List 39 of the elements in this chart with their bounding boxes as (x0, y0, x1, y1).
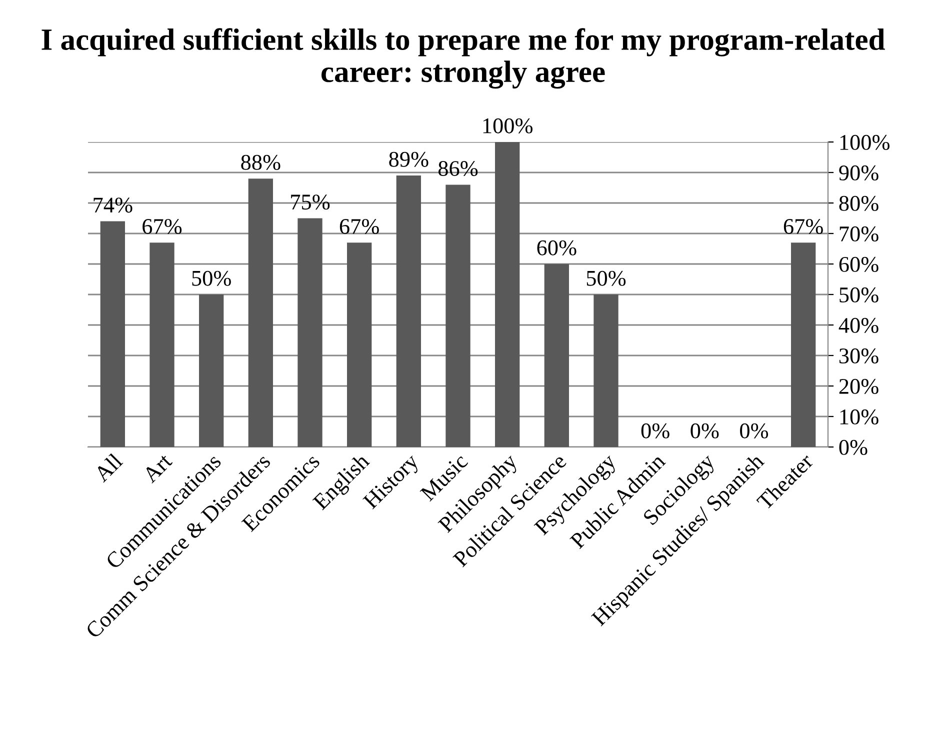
bar (495, 142, 520, 447)
bar (347, 242, 372, 447)
bar (100, 221, 125, 447)
y-tick-label: 20% (839, 378, 878, 394)
chart-title: I acquired sufficient skills to prepare me for my program-related career: strongly agree (42, 28, 885, 89)
bar (150, 242, 174, 447)
y-tick-label: 80% (839, 196, 878, 211)
data-label: 67% (784, 218, 823, 234)
bar (544, 264, 569, 447)
bar (446, 184, 470, 447)
data-label: 75% (291, 194, 330, 210)
data-label: 67% (142, 218, 182, 234)
bar (248, 178, 273, 447)
data-label: 67% (340, 218, 379, 234)
y-tick-label: 0% (839, 440, 868, 455)
bar (594, 294, 618, 447)
y-tick-label: 40% (838, 318, 878, 333)
data-label: 0% (641, 423, 670, 438)
bar (791, 242, 816, 447)
data-label: 50% (586, 270, 626, 286)
y-tick-label: 60% (839, 256, 878, 272)
data-label: 74% (94, 198, 132, 213)
y-tick-label: 90% (839, 165, 878, 180)
y-tick-label: 10% (840, 409, 878, 424)
bar (199, 294, 224, 447)
y-tick-label: 30% (839, 348, 878, 364)
bar (396, 176, 421, 447)
y-tick-label: 50% (840, 287, 878, 302)
y-tick-label: 100% (840, 134, 890, 150)
data-label: 86% (438, 161, 478, 176)
data-label: 60% (537, 240, 576, 256)
data-label: 50% (192, 270, 231, 286)
data-label: 0% (690, 423, 719, 438)
y-tick-label: 70% (840, 226, 878, 242)
data-label: 88% (241, 154, 280, 170)
data-label: 100% (483, 118, 532, 134)
data-label: 89% (389, 152, 428, 167)
data-label: 0% (740, 423, 768, 438)
bar (298, 218, 322, 447)
